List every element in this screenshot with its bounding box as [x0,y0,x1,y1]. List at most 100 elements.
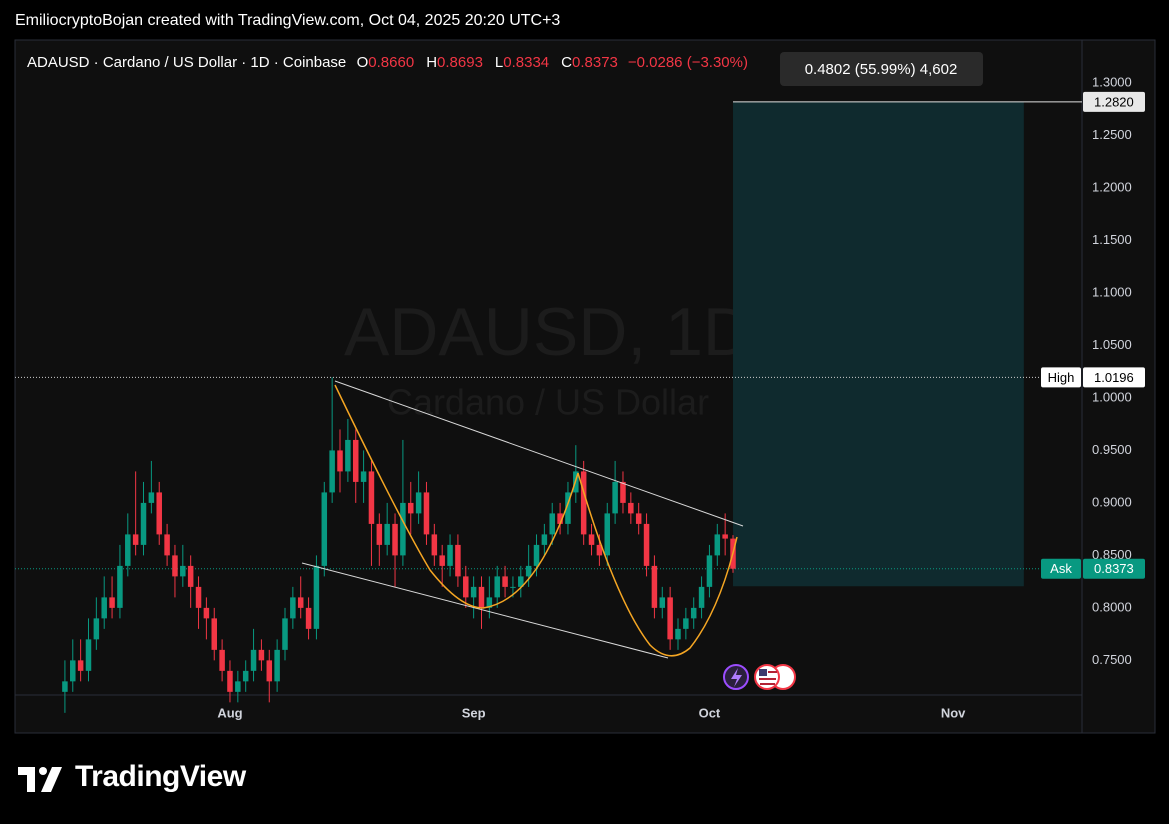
price-tag [1083,558,1145,579]
candle-body [533,544,540,566]
candle-body [447,544,453,566]
cup-curve [334,384,579,609]
ohlc-value: 0.8660 [368,54,415,71]
price-tag [1083,91,1145,112]
candle-body [557,513,563,524]
candle-body [620,481,626,503]
y-tick-label: 0.7500 [1092,652,1132,667]
logo-mark [39,767,47,775]
candle-body [518,576,524,587]
candle-body [612,481,618,514]
candle-body [415,492,422,514]
candle-body [345,439,351,472]
candle-body [140,502,147,545]
candle-body [282,618,288,650]
logo-mark [18,767,35,792]
candle-body [635,513,642,524]
candle-body [266,660,273,682]
candle-body [274,649,280,682]
candle-body [235,681,241,692]
candle-body [297,597,304,608]
candle-body [604,513,611,556]
candle-body [250,649,257,671]
candle-body [659,597,666,608]
candle-body [431,534,438,556]
attribution: EmiliocryptoBojan created with TradingVi… [15,12,561,29]
tag-name-box [1041,558,1081,579]
candle-body [85,639,92,671]
candle-body [329,450,335,493]
ohlc: O0.8660 H0.8693 L0.8334 C0.8373 [355,54,628,71]
y-tick-label: 1.0000 [1092,389,1132,404]
candle-body [455,544,461,577]
price-tag-label: 0.8373 [1094,561,1134,576]
candle-body [125,534,131,566]
candle-body [172,555,178,577]
candle-body [580,471,587,535]
flag [759,669,767,676]
position-box [733,101,1024,587]
measure-label: 0.4802 (55.99%) 4,602 [805,61,958,78]
candle-body [525,565,532,577]
candle-body [180,565,186,577]
ohlc-value: 0.8693 [437,54,483,71]
candle-body [643,523,650,566]
candle-body [510,586,516,588]
candle-body [706,555,713,587]
candle-body [463,576,469,598]
event-icon [754,664,780,690]
axis-labels: 0.7500 0.8000 0.8500 0.9000 0.9500 1.0000 1.05… [217,52,1145,720]
y-tick-label: 1.3000 [1092,74,1132,89]
candle-body [337,450,343,472]
candle-body [683,618,689,629]
candle-body [101,597,107,619]
candle-body [565,492,571,524]
candle-body [392,523,398,556]
candle-body [470,586,477,598]
candle-body [408,502,414,514]
candle-body [400,502,406,556]
candle-body [549,513,555,535]
candle-body [195,586,202,608]
candle-body [714,534,721,556]
ohlc-key: L [494,54,504,71]
y-tick-label: 1.1000 [1092,284,1132,299]
header: ADAUSD · Cardano / US Dollar · 1D · Coin… [27,54,758,71]
candle-body [596,544,603,556]
y-tick-label: 0.9000 [1092,494,1132,509]
y-tick-label: 0.8000 [1092,599,1132,614]
candle-body [77,660,84,671]
ohlc-value: 0.8334 [503,54,550,71]
candle-body [132,534,139,545]
candle-body [675,628,681,640]
candle-body [211,618,218,650]
y-tick-label: 1.1500 [1092,232,1132,247]
channel-upper [334,380,744,527]
candle-body [667,597,673,640]
candle-body [368,471,375,524]
candle-body [494,576,500,598]
y-tick-label: 0.9500 [1092,442,1132,457]
logo [18,767,62,792]
ohlc-key: O [356,54,369,71]
candle-body [486,597,493,608]
candle-body [321,492,328,566]
price-tag [1083,367,1145,388]
candle-body [290,597,296,619]
logo-mark [41,767,62,792]
y-tick-label: 1.0500 [1092,337,1132,352]
plot [15,101,1082,713]
candle-body [187,565,194,587]
candle-body [62,681,68,692]
brand: TradingView [75,760,246,793]
candle-body [164,534,170,556]
measure-box [780,52,983,86]
y-tick-label: 1.2000 [1092,179,1132,194]
candle-body [698,586,705,608]
candle-body [478,586,485,608]
candle-body [384,523,390,545]
candle-body [93,618,100,640]
candle-body [722,534,728,539]
candle-body [502,576,508,587]
